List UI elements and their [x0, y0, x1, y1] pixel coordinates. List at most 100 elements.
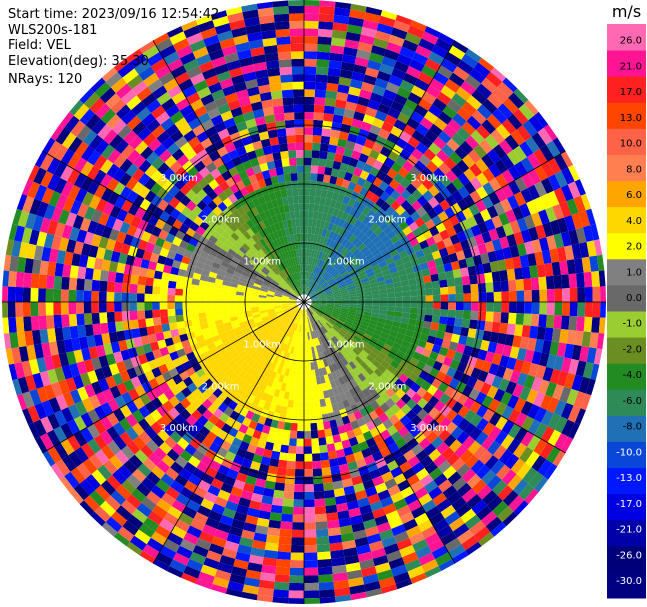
range-gate — [186, 525, 202, 539]
range-gate — [278, 390, 285, 399]
colorbar-tick-label: -1.0 — [622, 319, 642, 330]
range-gate — [538, 314, 547, 328]
range-gate — [299, 309, 302, 317]
range-gate — [229, 573, 246, 585]
range-gate — [389, 346, 399, 356]
range-gate — [320, 351, 326, 360]
range-gate — [361, 511, 375, 523]
range-gate — [283, 335, 289, 344]
range-gate — [336, 385, 345, 395]
range-gate — [304, 567, 319, 576]
range-gate — [211, 536, 227, 548]
range-gate — [368, 540, 384, 552]
range-gate — [393, 498, 408, 511]
range-gate — [554, 416, 568, 434]
range-gate — [349, 369, 358, 379]
range-gate — [418, 437, 432, 450]
range-gate — [300, 362, 304, 371]
range-gate — [377, 351, 387, 361]
range-gate — [284, 483, 295, 492]
range-gate — [451, 496, 467, 511]
range-gate — [390, 383, 400, 394]
range-gate — [364, 302, 373, 306]
range-gate — [330, 337, 338, 345]
range-gate — [409, 426, 421, 438]
range-gate — [153, 558, 170, 572]
range-gate — [311, 302, 320, 305]
range-gate — [219, 514, 234, 527]
range-gate — [263, 549, 278, 559]
range-gate — [353, 410, 363, 420]
range-gate — [366, 375, 376, 385]
range-gate — [482, 422, 496, 436]
range-gate — [304, 377, 309, 386]
range-gate — [391, 524, 406, 537]
range-gate — [361, 388, 371, 398]
range-gate — [427, 384, 438, 396]
range-gate — [504, 334, 515, 347]
range-gate — [545, 381, 557, 398]
range-gate — [462, 435, 476, 450]
range-gate — [273, 388, 281, 398]
range-gate — [312, 453, 321, 462]
range-gate — [282, 429, 291, 439]
range-gate — [328, 534, 342, 544]
range-gate — [534, 422, 548, 439]
range-gate — [450, 333, 461, 344]
range-gate — [379, 306, 388, 311]
range-gate — [252, 453, 263, 464]
range-gate — [471, 499, 488, 515]
range-gate — [461, 488, 477, 503]
range-gate — [367, 493, 381, 505]
range-gate — [159, 545, 177, 560]
range-gate — [309, 400, 316, 409]
range-gate — [270, 504, 283, 514]
range-gate — [268, 426, 278, 436]
range-gate — [324, 310, 333, 315]
range-gate — [448, 302, 456, 310]
range-gate — [311, 302, 320, 304]
range-gate — [349, 514, 363, 525]
range-gate — [451, 457, 466, 472]
range-gate — [455, 302, 464, 311]
range-gate — [282, 351, 288, 360]
range-gate — [353, 427, 363, 437]
range-gate — [322, 342, 329, 351]
range-gate — [364, 329, 374, 337]
range-gate — [444, 511, 461, 526]
range-gate — [390, 491, 405, 504]
range-gate — [214, 496, 228, 508]
range-gate — [351, 443, 362, 454]
range-gate — [293, 315, 298, 323]
range-gate — [455, 502, 472, 518]
range-gate — [245, 475, 257, 486]
range-gate — [287, 345, 293, 354]
range-gate — [442, 485, 458, 499]
range-gate — [295, 316, 300, 324]
range-gate — [513, 442, 528, 459]
range-gate — [410, 572, 427, 584]
range-gate — [561, 419, 575, 437]
range-gate — [310, 362, 315, 370]
range-gate — [513, 359, 525, 373]
range-gate — [304, 514, 316, 523]
range-gate — [431, 378, 443, 389]
range-gate — [394, 337, 404, 346]
range-gate — [535, 364, 547, 380]
range-gate — [309, 307, 315, 314]
range-gate — [578, 376, 591, 394]
range-gate — [294, 331, 298, 340]
range-gate — [224, 540, 240, 552]
range-gate — [306, 309, 309, 317]
range-gate — [319, 318, 326, 325]
range-gate — [531, 455, 547, 472]
range-gate — [345, 562, 361, 573]
range-gate — [203, 557, 220, 570]
range-gate — [384, 478, 398, 490]
range-gate — [287, 453, 296, 462]
range-gate — [278, 374, 285, 383]
range-gate — [467, 328, 477, 339]
range-gate — [239, 407, 249, 418]
range-gate — [416, 408, 429, 421]
range-gate — [369, 336, 379, 344]
